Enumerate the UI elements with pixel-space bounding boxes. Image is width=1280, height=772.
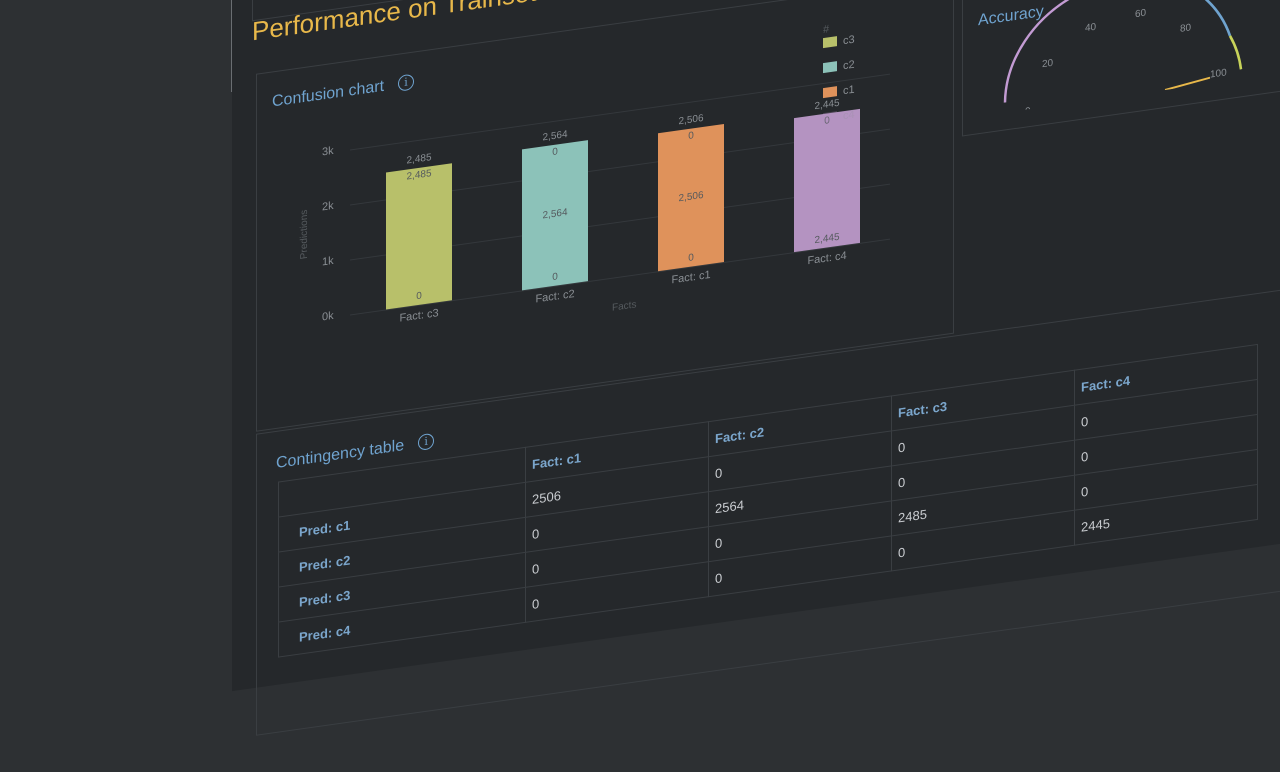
dashboard-plane: Performance on Trainset 3. Accuracy 0 20… [252,0,1280,736]
info-icon[interactable]: i [398,73,415,92]
y-tick-label: 3k [322,144,334,159]
y-tick-label: 2k [322,199,334,214]
legend-swatch [823,61,837,74]
gauge-needle [1164,76,1211,91]
info-icon[interactable]: i [418,432,435,451]
legend-label: c2 [843,58,855,73]
gauge-arc-high [1228,35,1243,70]
legend-swatch [823,111,837,124]
accuracy-gauge: 0 20 40 60 80 100 [1003,0,1243,115]
gauge-tick: 20 [1042,58,1054,71]
gauge-tick: 60 [1135,8,1147,21]
gauge-arc-low [1003,0,1204,103]
legend-title: # [823,23,830,37]
legend-label: c1 [843,83,855,98]
legend-label: c3 [843,33,855,48]
sidebar-divider [231,0,232,92]
legend-swatch [823,36,837,49]
gauge-arc-mid [1202,0,1232,37]
y-axis-label: Predictions [299,208,311,260]
gauge-tick: 80 [1180,22,1192,35]
legend-label: c4 [843,108,855,123]
y-tick-label: 0k [322,309,334,324]
y-tick-label: 1k [322,254,334,269]
gauge-tick: 100 [1210,67,1227,80]
legend-swatch [823,86,837,99]
gauge-tick: 40 [1085,22,1097,35]
